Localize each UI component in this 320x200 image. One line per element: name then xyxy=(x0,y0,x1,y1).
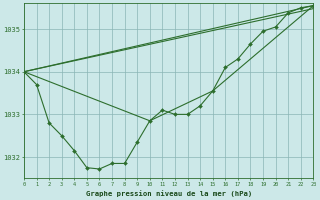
X-axis label: Graphe pression niveau de la mer (hPa): Graphe pression niveau de la mer (hPa) xyxy=(85,190,252,197)
